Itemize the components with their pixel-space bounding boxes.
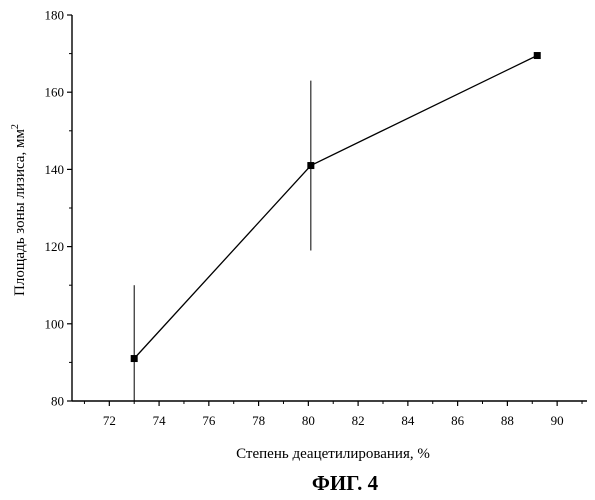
data-markers bbox=[131, 52, 541, 362]
y-tick-label: 100 bbox=[45, 316, 65, 331]
x-tick-label: 72 bbox=[103, 413, 116, 428]
y-tick-label: 80 bbox=[51, 394, 64, 409]
x-tick-label: 74 bbox=[153, 413, 167, 428]
y-tick-label: 160 bbox=[45, 85, 65, 100]
data-point-marker bbox=[534, 52, 541, 59]
y-tick-label: 140 bbox=[45, 162, 65, 177]
x-tick-label: 76 bbox=[202, 413, 216, 428]
x-tick-label: 88 bbox=[501, 413, 514, 428]
y-tick-label: 180 bbox=[45, 8, 65, 23]
x-tick-label: 80 bbox=[302, 413, 315, 428]
x-ticks: 72 74 76 78 80 82 84 86 88 90 bbox=[84, 401, 582, 428]
x-tick-label: 84 bbox=[401, 413, 415, 428]
y-tick-label: 120 bbox=[45, 239, 65, 254]
y-axis-title-superscript: 2 bbox=[10, 124, 21, 129]
y-axis-title: Площадь зоны лизиса, мм2 bbox=[10, 124, 28, 296]
series-line bbox=[134, 56, 537, 359]
axes bbox=[72, 15, 587, 401]
data-point-marker bbox=[131, 355, 138, 362]
data-point-marker bbox=[307, 162, 314, 169]
x-tick-label: 86 bbox=[451, 413, 465, 428]
x-axis-title: Степень деацетилирования, % bbox=[236, 446, 430, 462]
x-tick-label: 90 bbox=[551, 413, 564, 428]
x-tick-label: 78 bbox=[252, 413, 265, 428]
x-tick-label: 82 bbox=[352, 413, 365, 428]
figure-caption: ФИГ. 4 bbox=[312, 471, 379, 495]
y-ticks: 80 100 120 140 160 180 bbox=[45, 8, 73, 409]
y-axis-title-main: Площадь зоны лизиса, мм bbox=[12, 129, 28, 296]
error-bars bbox=[134, 81, 311, 401]
